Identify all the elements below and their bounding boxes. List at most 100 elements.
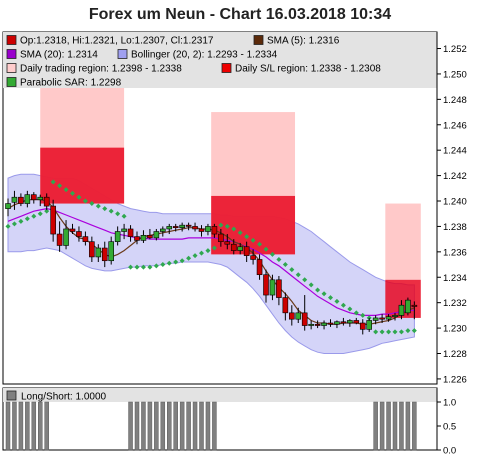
- legend-swatch: [253, 35, 264, 45]
- sar-point: [282, 262, 288, 268]
- candle-body: [63, 228, 69, 246]
- longshort-bar: [379, 401, 385, 451]
- sar-point: [315, 287, 321, 293]
- sar-point: [44, 208, 50, 214]
- legend: Op:1.2318, Hi:1.2321, Lo:1.2307, Cl:1.23…: [6, 35, 381, 89]
- legend-entry: Bollinger (20, 2): 1.2293 - 1.2334: [131, 50, 278, 61]
- sar-point: [115, 211, 121, 217]
- sar-point: [95, 203, 101, 209]
- longshort-bar: [392, 401, 398, 451]
- candle-body: [24, 194, 31, 204]
- sar-point: [102, 206, 108, 212]
- candle-body: [359, 322, 366, 330]
- sar-point: [231, 226, 237, 232]
- longshort-bar: [44, 401, 49, 451]
- sar-point: [50, 179, 56, 185]
- sar-point: [353, 310, 359, 316]
- legend-swatch: [6, 63, 17, 73]
- longshort-bar: [373, 401, 378, 451]
- longshort-bar: [18, 401, 24, 451]
- sar-point: [263, 246, 269, 252]
- candle-body: [282, 297, 289, 314]
- candle-body: [321, 322, 327, 326]
- candle-body: [205, 226, 211, 232]
- candle-body: [121, 228, 127, 232]
- sar-point: [37, 211, 43, 217]
- candle-body: [166, 226, 173, 230]
- candle-body: [140, 235, 147, 241]
- candle-body: [295, 312, 302, 320]
- price-tick-label: 1.240: [443, 197, 467, 208]
- sar-point: [328, 295, 333, 301]
- sar-point: [121, 213, 127, 219]
- sar-point: [244, 234, 250, 240]
- longshort-tick-label: 0.0: [443, 446, 456, 457]
- legend-entry: Op:1.2318, Hi:1.2321, Lo:1.2307, Cl:1.23…: [20, 36, 214, 47]
- candle-body: [372, 317, 379, 321]
- longshort-bar: [38, 401, 43, 451]
- sar-point: [82, 198, 88, 204]
- sar-point: [173, 259, 179, 265]
- longshort-bar: [173, 401, 178, 451]
- longshort-bar: [412, 401, 417, 451]
- longshort-bar: [186, 401, 191, 451]
- candle-body: [5, 203, 11, 209]
- sma5-line: [7, 199, 415, 325]
- candle-body: [179, 224, 185, 228]
- legend-swatch: [221, 63, 232, 73]
- candle-body: [127, 228, 134, 237]
- longshort-tick-label: 1.0: [443, 398, 456, 409]
- candle-body: [347, 320, 353, 324]
- sar-point: [302, 277, 308, 283]
- candle-body: [327, 322, 334, 325]
- sar-point: [70, 190, 75, 196]
- legend-swatch: [6, 35, 17, 45]
- legend-swatch: [117, 49, 128, 59]
- longshort-bar: [31, 401, 37, 451]
- candle-body: [211, 226, 218, 235]
- sar-point: [160, 262, 166, 268]
- candle-body: [108, 241, 114, 262]
- candle-body: [314, 323, 321, 326]
- candle-body: [43, 196, 50, 207]
- sar-point: [199, 250, 204, 256]
- candle-body: [411, 304, 418, 307]
- legend-entry: SMA (5): 1.2316: [267, 36, 340, 47]
- candle-body: [224, 241, 231, 245]
- longshort-bar: [141, 401, 146, 451]
- price-tick-label: 1.244: [443, 146, 467, 157]
- candle-body: [288, 312, 295, 320]
- longshort-bar: [399, 401, 404, 451]
- sar-point: [24, 216, 30, 222]
- candle-body: [353, 320, 360, 324]
- sar-point: [57, 183, 63, 189]
- candle-body: [134, 236, 140, 241]
- price-tick-label: 1.250: [443, 69, 467, 80]
- main-plot-area: [5, 73, 421, 354]
- legend-swatch: [6, 77, 17, 87]
- candle-body: [153, 231, 160, 239]
- legend-swatch: [6, 49, 17, 59]
- sar-point: [269, 251, 275, 257]
- candle-body: [185, 224, 192, 227]
- longshort-bar: [199, 401, 204, 451]
- sar-point: [140, 264, 146, 270]
- longshort-legend-box: [3, 388, 437, 402]
- sar-point: [276, 256, 282, 262]
- candle-body: [82, 236, 89, 242]
- price-tick-label: 1.248: [443, 95, 467, 106]
- longshort-bar: [192, 401, 198, 451]
- price-tick-label: 1.246: [443, 120, 467, 131]
- sar-point: [76, 194, 82, 200]
- sar-point: [334, 298, 340, 304]
- sar-point: [134, 264, 140, 270]
- longshort-label: Long/Short: 1.0000: [21, 392, 107, 403]
- legend-entry: Daily S/L region: 1.2338 - 1.2308: [235, 64, 381, 75]
- candle-body: [114, 231, 121, 242]
- legend-entry: Parabolic SAR: 1.2298: [20, 78, 122, 89]
- sar-point: [289, 267, 295, 273]
- sar-point: [63, 187, 69, 193]
- candle-body: [334, 321, 340, 325]
- candle-body: [11, 196, 18, 203]
